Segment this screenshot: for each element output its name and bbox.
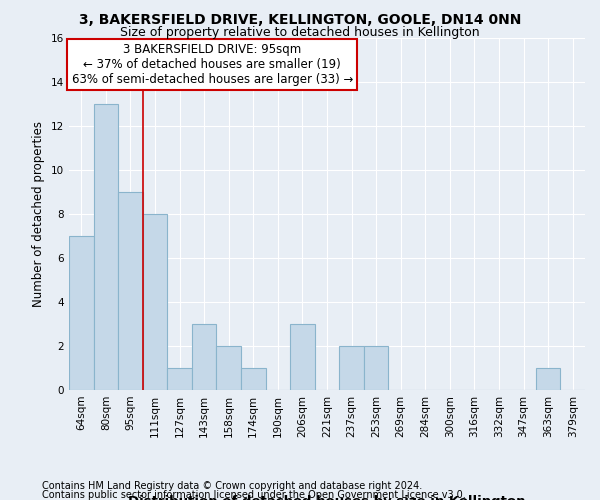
- Bar: [167, 368, 192, 390]
- Text: 3, BAKERSFIELD DRIVE, KELLINGTON, GOOLE, DN14 0NN: 3, BAKERSFIELD DRIVE, KELLINGTON, GOOLE,…: [79, 12, 521, 26]
- Bar: [94, 104, 118, 390]
- Bar: [364, 346, 388, 390]
- Bar: [217, 346, 241, 390]
- Bar: [192, 324, 217, 390]
- Bar: [118, 192, 143, 390]
- Text: Size of property relative to detached houses in Kellington: Size of property relative to detached ho…: [120, 26, 480, 39]
- X-axis label: Distribution of detached houses by size in Kellington: Distribution of detached houses by size …: [128, 496, 526, 500]
- Text: Contains HM Land Registry data © Crown copyright and database right 2024.: Contains HM Land Registry data © Crown c…: [42, 481, 422, 491]
- Bar: [69, 236, 94, 390]
- Bar: [290, 324, 315, 390]
- Y-axis label: Number of detached properties: Number of detached properties: [32, 120, 46, 306]
- Bar: [339, 346, 364, 390]
- Text: Contains public sector information licensed under the Open Government Licence v3: Contains public sector information licen…: [42, 490, 466, 500]
- Bar: [241, 368, 266, 390]
- Bar: [536, 368, 560, 390]
- Text: 3 BAKERSFIELD DRIVE: 95sqm
← 37% of detached houses are smaller (19)
63% of semi: 3 BAKERSFIELD DRIVE: 95sqm ← 37% of deta…: [71, 43, 353, 86]
- Bar: [143, 214, 167, 390]
